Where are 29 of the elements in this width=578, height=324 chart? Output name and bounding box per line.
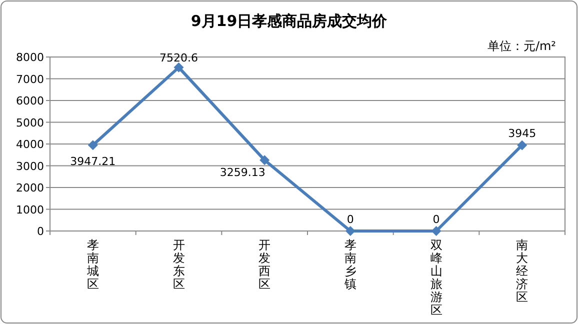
data-label: 3259.13 [220,166,266,180]
y-tick-label: 8000 [16,51,44,64]
data-label: 0 [432,213,440,226]
data-label: 3945 [508,127,536,140]
point [517,140,528,150]
data-label: 0 [346,213,354,226]
y-tick-label: 5000 [16,116,44,130]
chart-title: 9月19日孝感商品房成交均价 [190,12,388,30]
y-tick-label: 0 [37,225,44,238]
x-tick-label: 南大经济区 [516,238,528,304]
x-tick-label: 双峰山旅游区 [430,238,442,317]
x-tick-label: 开发西区 [258,238,271,291]
y-tick-label: 3000 [16,160,44,173]
data-label: 7520.6 [160,51,198,64]
y-tick-label: 6000 [16,94,44,108]
point [345,226,356,236]
x-tick-label: 孝南城区 [86,238,99,291]
point [260,155,270,166]
data-label: 3947.21 [70,155,116,168]
text: 单位：元/m² [487,39,556,53]
x-tick-label: 开发东区 [172,238,185,291]
point [88,140,98,150]
y-tick-label: 2000 [16,182,44,194]
y-tick-label: 1000 [16,203,44,216]
point [174,62,184,72]
x-tick-label: 孝南乡镇 [343,238,356,291]
point [431,226,442,236]
y-tick-label: 7000 [16,72,44,86]
y-tick-label: 4000 [16,138,44,151]
